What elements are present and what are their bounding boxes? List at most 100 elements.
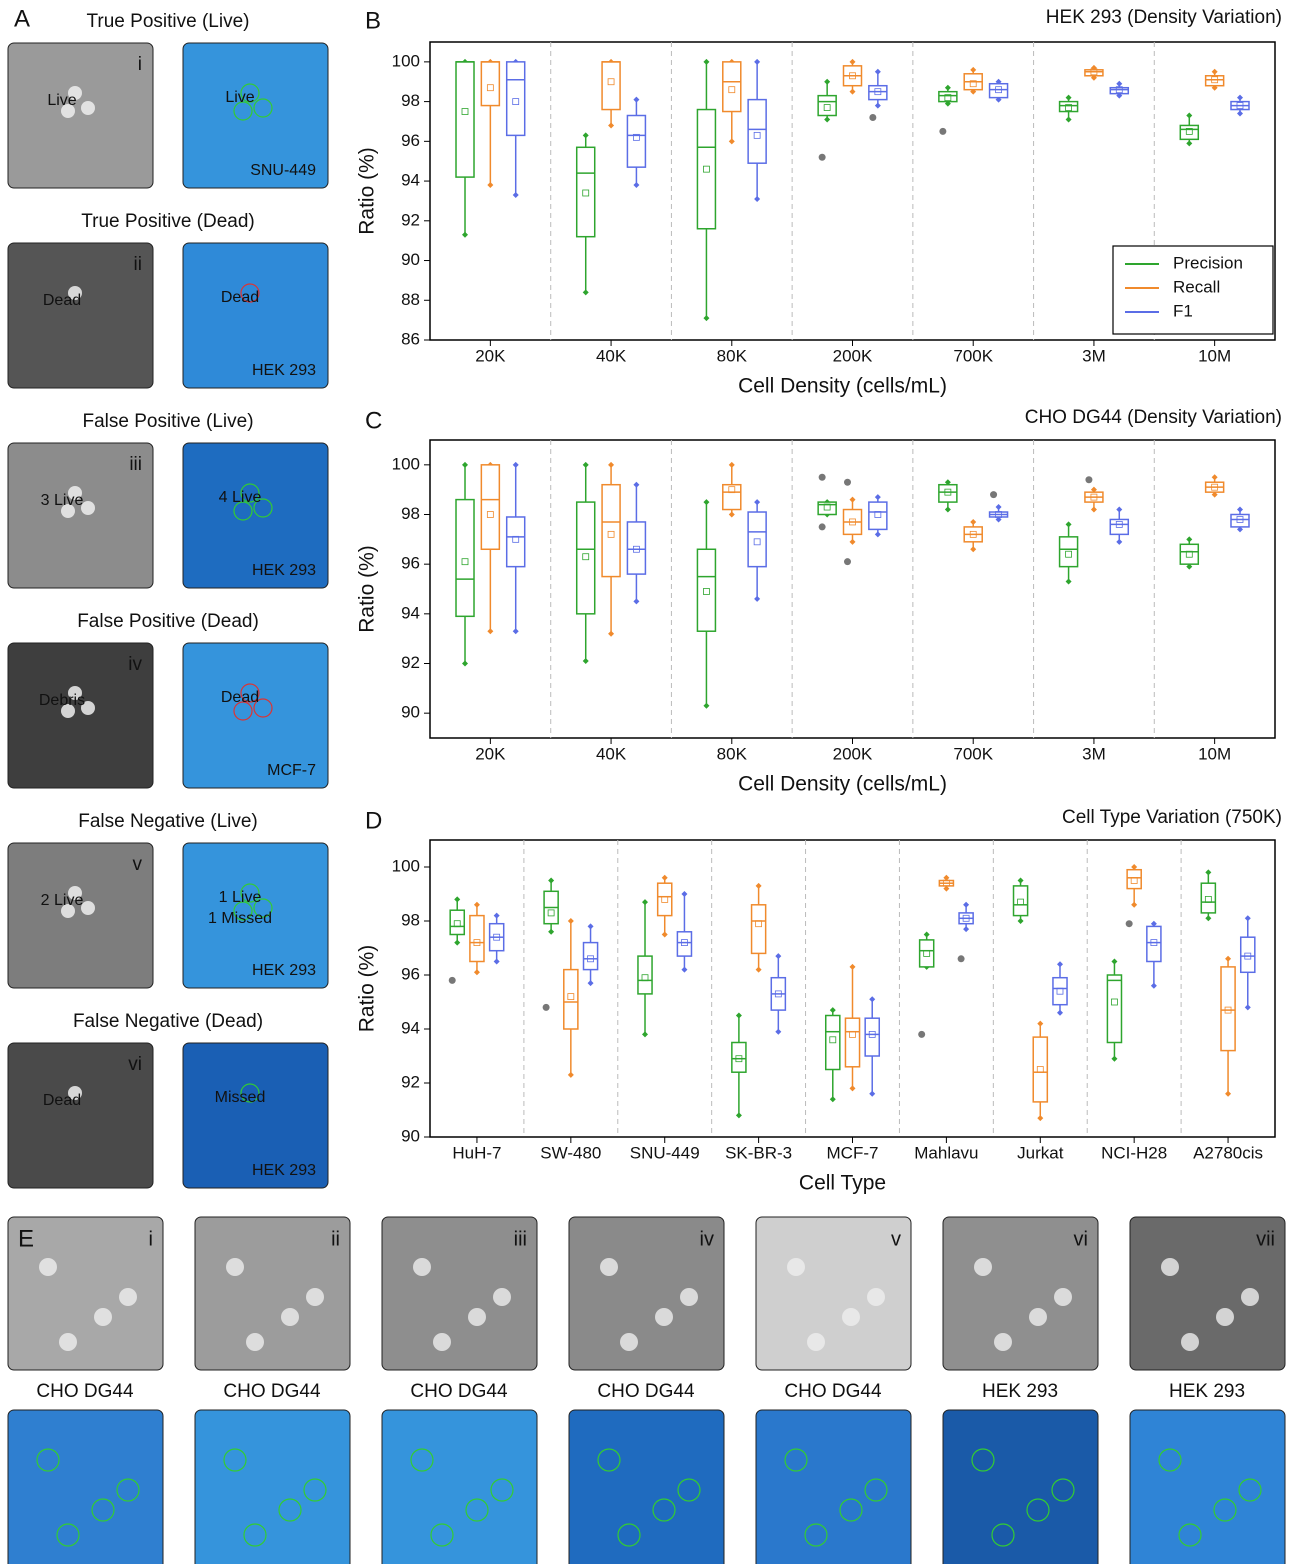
whisker-cap-low (963, 926, 969, 932)
whisker-cap-low (662, 932, 668, 938)
whisker-cap-high (608, 462, 614, 468)
cell-blob (468, 1308, 486, 1326)
whisker-cap-high (548, 878, 554, 884)
box (1180, 544, 1198, 564)
whisker-cap-high (1186, 113, 1192, 119)
box (1053, 978, 1067, 1005)
image-numeral: iv (128, 654, 142, 675)
x-tick-label: 40K (596, 346, 627, 365)
box (818, 96, 836, 116)
whisker-cap-low (548, 929, 554, 935)
box (748, 100, 766, 164)
y-tick-label: 96 (401, 554, 420, 573)
pred-image (569, 1410, 724, 1564)
x-tick-label: SK-BR-3 (725, 1143, 792, 1162)
cell-line-label: HEK 293 (252, 962, 316, 979)
whisker-cap-high (996, 504, 1002, 510)
raw-image (756, 1217, 911, 1370)
box (752, 905, 766, 954)
outlier (869, 114, 876, 121)
whisker-cap-low (1225, 1091, 1231, 1097)
whisker-cap-low (1018, 918, 1024, 924)
panel-label: B (365, 7, 381, 34)
x-tick-label: HuH-7 (452, 1143, 501, 1162)
figure: ATrue Positive (Live)iLiveLiveSNU-449Tru… (0, 0, 1295, 1564)
raw-image (8, 843, 153, 988)
whisker-cap-high (850, 497, 856, 503)
whisker-cap-low (1066, 579, 1072, 585)
tile-title: True Positive (Live) (87, 11, 250, 32)
whisker-cap-high (1205, 869, 1211, 875)
whisker-cap-low (583, 658, 589, 664)
whisker-cap-low (513, 628, 519, 634)
x-tick-label: 40K (596, 744, 627, 763)
whisker-cap-high (662, 875, 668, 881)
whisker-cap-low (588, 980, 594, 986)
x-tick-label: 80K (717, 744, 748, 763)
whisker-cap-high (681, 891, 687, 897)
image-numeral: ii (134, 254, 142, 275)
cell-blob (787, 1258, 805, 1276)
box (602, 485, 620, 577)
cell-blob (994, 1333, 1012, 1351)
y-tick-label: 98 (401, 504, 420, 523)
whisker-cap-low (1131, 902, 1137, 908)
box (627, 116, 645, 168)
chart-title: CHO DG44 (Density Variation) (1025, 407, 1282, 428)
x-tick-label: SNU-449 (630, 1143, 700, 1162)
whisker-cap-low (1057, 1010, 1063, 1016)
cell-blob (493, 1288, 511, 1306)
outlier (819, 523, 826, 530)
pred-image (382, 1410, 537, 1564)
cell-blob (974, 1258, 992, 1276)
y-tick-label: 96 (401, 964, 420, 983)
cell-blob (867, 1288, 885, 1306)
y-tick-label: 100 (392, 51, 420, 70)
whisker-cap-high (1225, 956, 1231, 962)
box (869, 502, 887, 529)
box (697, 110, 715, 229)
panel-label: D (365, 807, 382, 834)
whisker-cap-low (454, 940, 460, 946)
y-tick-label: 94 (401, 603, 420, 622)
image-numeral: vi (1074, 1228, 1088, 1250)
whisker-cap-low (1186, 140, 1192, 146)
cell-line-label: HEK 293 (982, 1381, 1058, 1402)
tile-title: False Negative (Live) (78, 811, 258, 832)
pred-image (756, 1410, 911, 1564)
cell-blob (39, 1258, 57, 1276)
whisker-cap-high (583, 462, 589, 468)
whisker-cap-high (474, 902, 480, 908)
whisker-cap-high (633, 97, 639, 103)
raw-label: Dead (43, 292, 81, 309)
x-tick-label: 700K (953, 744, 993, 763)
whisker-cap-low (608, 122, 614, 128)
x-tick-label: MCF-7 (827, 1143, 879, 1162)
whisker-cap-high (963, 902, 969, 908)
box (1107, 975, 1121, 1043)
whisker-cap-low (875, 103, 881, 109)
whisker-cap-high (754, 499, 760, 505)
outlier (819, 154, 826, 161)
whisker-cap-high (703, 499, 709, 505)
x-axis-label: Cell Density (cells/mL) (738, 375, 947, 398)
cell-blob (413, 1258, 431, 1276)
whisker-cap-low (494, 959, 500, 965)
cell-blob (1216, 1308, 1234, 1326)
plot-frame (430, 440, 1275, 738)
box (602, 62, 620, 110)
whisker-cap-low (830, 1096, 836, 1102)
box (1241, 937, 1255, 972)
whisker-cap-high (568, 918, 574, 924)
x-tick-label: 20K (475, 744, 506, 763)
outlier (819, 474, 826, 481)
cell-blob (1161, 1258, 1179, 1276)
whisker-cap-high (1237, 95, 1243, 101)
tile-title: False Negative (Dead) (73, 1011, 263, 1032)
outlier (939, 128, 946, 135)
box (732, 1043, 746, 1073)
y-axis-label: Ratio (%) (356, 945, 379, 1033)
box (658, 883, 672, 915)
box (470, 916, 484, 962)
whisker-cap-low (1205, 915, 1211, 921)
